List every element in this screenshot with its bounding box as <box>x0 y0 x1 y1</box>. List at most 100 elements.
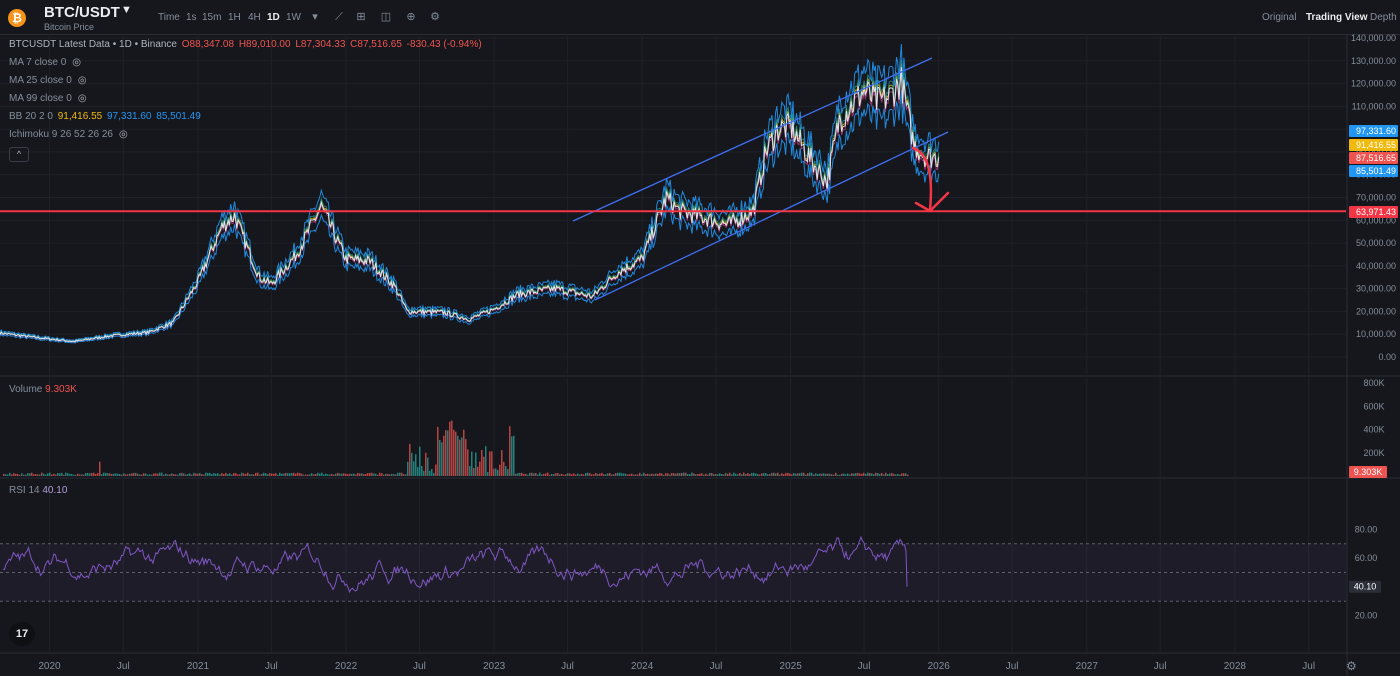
legend-change: -830.43 (-0.94%) <box>406 39 482 50</box>
view-depth[interactable]: Depth <box>1370 12 1397 23</box>
volume-bar <box>193 472 195 476</box>
volume-bar <box>881 472 883 476</box>
view-original[interactable]: Original <box>1262 12 1297 23</box>
volume-tick-label: 800K <box>1363 378 1384 388</box>
price-tick-label: 130,000.00 <box>1351 56 1396 66</box>
volume-bar <box>641 474 643 476</box>
volume-bar <box>209 472 211 476</box>
volume-bar <box>769 474 771 476</box>
volume-bar <box>873 474 875 476</box>
volume-bar <box>215 473 217 476</box>
volume-bar <box>159 472 161 476</box>
volume-bar <box>161 472 163 476</box>
volume-bar <box>345 473 347 476</box>
chevron-down-icon[interactable]: ▼ <box>121 4 132 16</box>
tf-1h[interactable]: 1H <box>228 12 241 23</box>
volume-bar <box>841 473 843 476</box>
tf-15m[interactable]: 15m <box>202 12 222 23</box>
volume-bar <box>149 474 151 476</box>
volume-bar <box>571 474 573 476</box>
volume-bar <box>355 474 357 476</box>
volume-bar <box>175 474 177 476</box>
gear-icon[interactable]: ⚙ <box>1346 659 1357 673</box>
volume-bar <box>537 474 539 476</box>
volume-bar <box>131 473 133 476</box>
volume-bar <box>825 473 827 476</box>
tf-time[interactable]: Time <box>158 12 180 23</box>
tf-1w[interactable]: 1W <box>286 12 301 23</box>
time-tick-label: 2024 <box>631 661 654 672</box>
tf-4h[interactable]: 4H <box>248 12 261 23</box>
volume-bar <box>777 472 779 476</box>
volume-bar <box>765 472 767 476</box>
volume-bar <box>681 472 683 476</box>
tf-1s[interactable]: 1s <box>186 12 197 23</box>
volume-bar <box>267 474 269 476</box>
volume-bar <box>507 469 509 476</box>
volume-bar <box>407 461 409 476</box>
volume-bar <box>895 474 897 476</box>
volume-bar <box>195 473 197 476</box>
volume-bar <box>71 473 73 476</box>
eye-hidden-icon[interactable]: ◎ <box>77 75 87 86</box>
volume-bar <box>155 473 157 476</box>
volume-bar <box>205 472 207 476</box>
volume-bar <box>713 474 715 476</box>
volume-bar <box>163 474 165 476</box>
volume-bar <box>227 473 229 476</box>
volume-bar <box>327 474 329 476</box>
view-trading[interactable]: Trading View <box>1306 12 1368 23</box>
volume-bar <box>369 472 371 476</box>
volume-last-box <box>1349 466 1387 478</box>
volume-bar <box>357 472 359 476</box>
channel-upper-line <box>572 57 933 222</box>
eye-hidden-icon[interactable]: ◎ <box>77 93 87 104</box>
price-tick-label: 60,000.00 <box>1356 215 1396 225</box>
indicator-icon[interactable]: ⟋ <box>335 11 343 23</box>
volume-bar <box>749 474 751 476</box>
volume-bar <box>27 473 29 476</box>
volume-bar <box>15 473 17 476</box>
rsi-legend: RSI 14 40.10 <box>9 485 67 496</box>
volume-bar <box>543 473 545 476</box>
eye-hidden-icon[interactable]: ◎ <box>72 57 81 68</box>
symbol-subtitle: Bitcoin Price <box>44 22 95 32</box>
volume-bar <box>721 474 723 476</box>
settings-icon[interactable]: ⚙ <box>430 11 440 23</box>
volume-bar <box>529 472 531 476</box>
volume-bar <box>855 473 857 476</box>
tf-1d[interactable]: 1D <box>267 12 280 23</box>
dropdown-icon[interactable]: ▾ <box>312 11 318 23</box>
screenshot-icon[interactable]: ◫ <box>380 11 392 23</box>
volume-bar <box>835 472 837 476</box>
chart-area[interactable]: 140,000.00 130,000.00 120,000.00 110,000.00… <box>0 34 1400 676</box>
bb-mid-value: 91,416.55 <box>57 111 103 122</box>
volume-bar <box>707 474 709 476</box>
time-tick-label: Jul <box>1154 661 1167 672</box>
price-tick-label: 50,000.00 <box>1356 238 1396 248</box>
volume-bar <box>583 474 585 476</box>
volume-bar <box>513 435 515 476</box>
price-label-text: 63,971.43 <box>1356 207 1396 217</box>
volume-bar <box>423 470 425 476</box>
volume-bar <box>439 439 441 476</box>
volume-bar <box>81 474 83 476</box>
volume-bar <box>287 473 289 476</box>
volume-bar <box>819 473 821 476</box>
volume-bar <box>553 474 555 476</box>
volume-bar <box>857 472 859 476</box>
volume-bar <box>251 474 253 476</box>
compare-icon[interactable]: ⊞ <box>356 11 366 23</box>
time-tick-label: 2025 <box>780 661 803 672</box>
volume-bar <box>535 472 537 476</box>
volume-bar <box>555 473 557 476</box>
volume-bar <box>637 474 639 476</box>
volume-bar <box>815 473 817 476</box>
symbol-selector[interactable]: BTC/USDT <box>44 4 120 21</box>
volume-bar <box>791 474 793 476</box>
add-icon[interactable]: ⊕ <box>406 11 416 23</box>
time-tick-label: Jul <box>413 661 426 672</box>
collapse-legend-button[interactable]: ^ <box>9 147 29 162</box>
volume-bar <box>485 446 487 476</box>
eye-hidden-icon[interactable]: ◎ <box>118 129 128 140</box>
